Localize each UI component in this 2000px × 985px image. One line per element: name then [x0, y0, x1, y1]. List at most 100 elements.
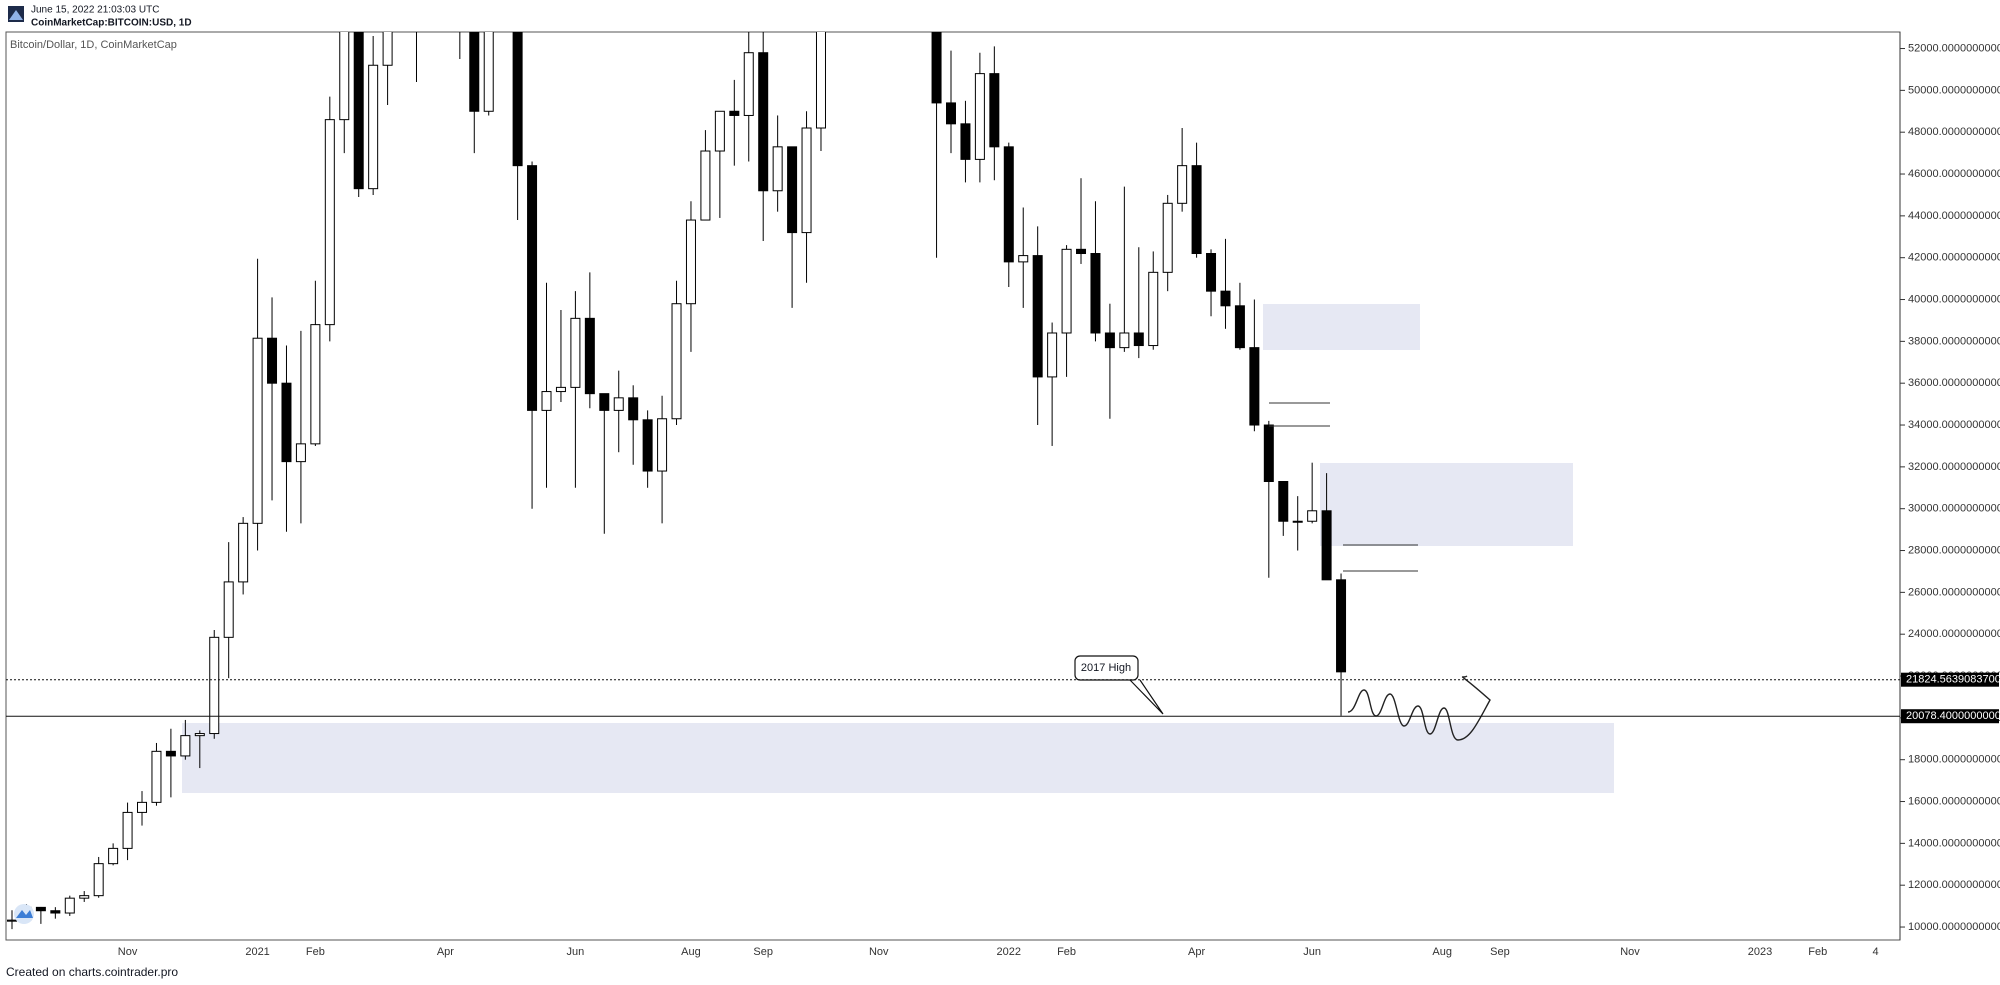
candle-body [295, 443, 306, 463]
candle-body [1047, 332, 1058, 378]
y-tick-label: 38000.0000000000 [1908, 335, 2000, 347]
candle-body [1234, 305, 1245, 349]
candle-body [165, 750, 176, 757]
zone [1320, 463, 1573, 546]
y-tick-label: 50000.0000000000 [1908, 84, 2000, 96]
x-tick-label: Nov [118, 946, 138, 958]
x-tick-label: Sep [1490, 946, 1510, 958]
candle-body [584, 317, 595, 395]
candle-body [1133, 332, 1144, 347]
candle-body [1104, 332, 1115, 349]
candle-body [700, 150, 711, 221]
x-tick-label: Feb [1057, 946, 1076, 958]
candle-body [628, 397, 639, 421]
candle-body [93, 863, 104, 897]
candle-body [1076, 248, 1087, 255]
candle-body [64, 897, 75, 914]
footer: Created on charts.cointrader.pro [6, 965, 178, 979]
candle-body [772, 146, 783, 192]
candle-body [512, 32, 523, 167]
price-tag-label: 20078.4000000000 [1906, 710, 2000, 722]
candle-body [599, 393, 610, 411]
candle-body [1018, 255, 1029, 263]
x-tick-label: Sep [753, 946, 773, 958]
price-tag [1901, 672, 1999, 687]
x-tick-label: Nov [869, 946, 889, 958]
candle-body [1307, 510, 1318, 522]
candle-body [555, 386, 566, 393]
candle-body [368, 64, 379, 190]
x-tick-label: Jun [567, 946, 585, 958]
projection-path [1347, 675, 1491, 741]
x-tick-label: Feb [306, 946, 325, 958]
watermark [14, 904, 34, 924]
candle-body [79, 895, 90, 899]
candle-body [223, 581, 234, 638]
candle-body [1119, 332, 1130, 349]
candle-body [1336, 579, 1347, 673]
candle-body [339, 32, 350, 121]
candle-body [931, 32, 942, 104]
candle-body [122, 811, 133, 849]
candle-body [613, 397, 624, 411]
y-tick-label: 12000.0000000000 [1908, 879, 2000, 891]
y-tick-label: 48000.0000000000 [1908, 126, 2000, 138]
candle-body [642, 419, 653, 472]
y-tick-label: 30000.0000000000 [1908, 503, 2000, 515]
x-tick-label: Nov [1620, 946, 1640, 958]
candle-body [974, 73, 985, 160]
callout: 2017 High [1074, 655, 1164, 715]
candle-body [729, 110, 740, 116]
candle-body [252, 337, 263, 524]
candle-body [787, 146, 798, 234]
candle-body [1032, 255, 1043, 378]
x-tick-label: Aug [1432, 946, 1452, 958]
x-tick-label: Feb [1808, 946, 1827, 958]
candle-body [527, 165, 538, 411]
x-tick-label: Aug [681, 946, 701, 958]
candle-body [281, 382, 292, 463]
candles [7, 32, 1347, 930]
x-tick-label: 2021 [245, 946, 269, 958]
x-tick-label: 2022 [997, 946, 1021, 958]
candle-body [671, 303, 682, 420]
candle-body [989, 73, 1000, 148]
callout-pointer [1129, 679, 1164, 715]
x-tick-label: 2023 [1748, 946, 1772, 958]
candle-body [238, 522, 249, 583]
candle-body [209, 636, 220, 735]
logo [8, 6, 24, 22]
y-tick-label: 16000.0000000000 [1908, 795, 2000, 807]
candle-body [7, 919, 17, 922]
candle-body [685, 219, 696, 305]
header-symbol: CoinMarketCap:BITCOIN:USD, 1D [31, 18, 192, 29]
price-tag [1901, 709, 1999, 724]
chart-title: Bitcoin/Dollar, 1D, CoinMarketCap [10, 39, 177, 51]
candle-body [1177, 165, 1188, 204]
candle-body [382, 32, 393, 66]
header-date: June 15, 2022 21:03:03 UTC [31, 5, 159, 16]
x-tick-label: Apr [437, 946, 454, 958]
y-tick-label: 18000.0000000000 [1908, 754, 2000, 766]
y-tick-label: 24000.0000000000 [1908, 628, 2000, 640]
candle-body [1220, 290, 1231, 307]
y-tick-label: 26000.0000000000 [1908, 586, 2000, 598]
candle-body [1206, 253, 1217, 292]
y-tick-label: 44000.0000000000 [1908, 210, 2000, 222]
candle-body [1162, 202, 1173, 273]
candle-body [1003, 146, 1014, 263]
candle-body [1061, 248, 1072, 334]
candle-body [801, 127, 812, 234]
y-tick-label: 14000.0000000000 [1908, 837, 2000, 849]
x-tick-label: Jun [1303, 946, 1321, 958]
candle-body [1263, 424, 1274, 483]
candle-body [137, 801, 148, 813]
candle-body [151, 750, 162, 803]
candle-body [1249, 347, 1260, 426]
zone [1263, 304, 1420, 350]
candle-body [1191, 165, 1202, 255]
candle-body [267, 337, 278, 384]
candle-body [324, 119, 335, 326]
